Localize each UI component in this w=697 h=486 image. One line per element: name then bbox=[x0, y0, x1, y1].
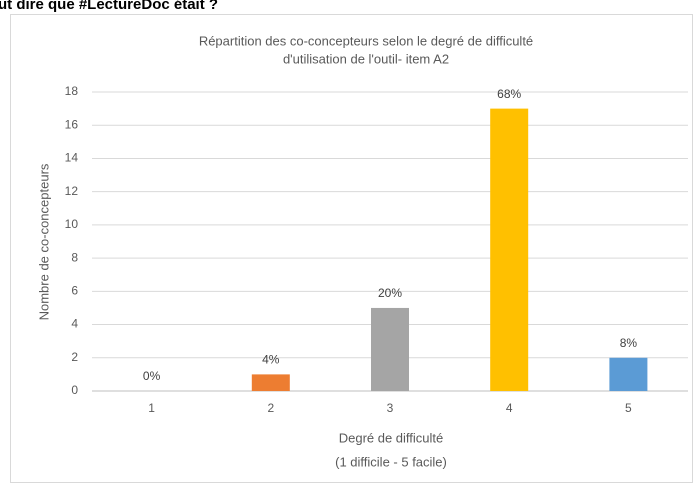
x-tick-label: 3 bbox=[387, 401, 394, 415]
y-tick-label: 14 bbox=[65, 151, 79, 165]
x-tick-label: 2 bbox=[267, 401, 274, 415]
bar bbox=[371, 307, 409, 391]
bar bbox=[490, 108, 529, 391]
bar bbox=[609, 357, 648, 391]
y-tick-label: 12 bbox=[65, 184, 79, 198]
y-tick-label: 18 bbox=[65, 84, 79, 98]
data-label: 4% bbox=[262, 353, 280, 367]
chart-title: Répartition des co-concepteurs selon le … bbox=[199, 33, 533, 48]
x-tick-label: 4 bbox=[506, 401, 513, 415]
chart-title: d'utilisation de l'outil- item A2 bbox=[283, 51, 449, 66]
bar bbox=[251, 374, 290, 391]
data-label: 20% bbox=[378, 286, 402, 300]
y-axis-title: Nombre de co-concepteurs bbox=[36, 163, 51, 320]
x-axis-title: Degré de difficulté bbox=[339, 430, 444, 445]
x-tick-label: 5 bbox=[625, 401, 632, 415]
data-label: 0% bbox=[143, 369, 161, 383]
y-tick-label: 4 bbox=[71, 317, 78, 331]
y-tick-label: 6 bbox=[71, 284, 78, 298]
data-label: 68% bbox=[497, 87, 521, 101]
y-tick-label: 8 bbox=[71, 250, 78, 264]
page-heading: ut dire que #LectureDoc était ? bbox=[0, 0, 218, 13]
x-axis-title: (1 difficile - 5 facile) bbox=[335, 454, 447, 469]
y-tick-label: 2 bbox=[71, 350, 78, 364]
chart-frame bbox=[10, 14, 693, 483]
data-label: 8% bbox=[620, 336, 638, 350]
x-tick-label: 1 bbox=[148, 401, 155, 415]
y-tick-label: 16 bbox=[65, 117, 79, 131]
y-tick-label: 10 bbox=[65, 217, 79, 231]
y-tick-label: 0 bbox=[71, 383, 78, 397]
